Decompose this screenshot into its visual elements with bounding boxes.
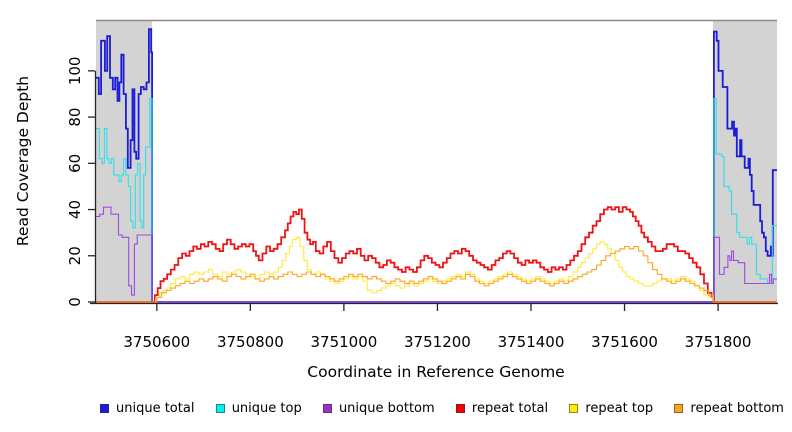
legend-label: repeat bottom — [690, 400, 784, 416]
series-unique-total — [96, 28, 777, 303]
y-tick-label: 60 — [66, 154, 84, 173]
x-tick-label: 3750600 — [123, 333, 190, 351]
y-tick-label: 40 — [66, 200, 84, 219]
legend-swatch-unique-total — [100, 403, 109, 413]
y-tick-label: 0 — [66, 297, 84, 307]
legend-swatch-repeat-total — [455, 403, 465, 413]
legend-item-repeat-total: repeat total — [455, 400, 549, 416]
legend-item-repeat-bottom: repeat bottom — [674, 401, 784, 416]
y-tick-label: 20 — [66, 246, 84, 265]
series-repeat-bottom — [96, 245, 777, 303]
legend-item-repeat-top: repeat top — [569, 401, 653, 416]
y-tick-label: 100 — [66, 57, 84, 86]
x-tick-label: 3751600 — [591, 333, 658, 351]
x-tick-label: 3750800 — [217, 333, 284, 351]
x-tick-label: 3751400 — [498, 333, 565, 351]
series-repeat-total — [96, 206, 777, 303]
series-lines — [96, 28, 777, 303]
legend-label: repeat total — [471, 400, 549, 416]
x-axis-title: Coordinate in Reference Genome — [307, 363, 564, 381]
legend-item-unique-top: unique top — [215, 400, 302, 416]
legend-label: unique top — [231, 400, 302, 416]
axes: 3750600 3750800 3751000 3751200 3751400 37516… — [66, 57, 778, 351]
series-unique-top — [96, 98, 777, 303]
y-tick-label: 80 — [66, 108, 84, 127]
y-axis-title: Read Coverage Depth — [14, 76, 32, 246]
legend-label: unique total — [116, 400, 195, 416]
legend-item-unique-total: unique total — [100, 401, 194, 416]
x-tick-label: 3751200 — [404, 333, 471, 351]
legend-swatch-unique-top — [215, 403, 225, 413]
legend: unique total unique top unique bottom repea… — [100, 397, 784, 419]
x-tick-label: 3751800 — [685, 333, 752, 351]
x-tick-label: 3751000 — [310, 333, 377, 351]
legend-label: unique bottom — [338, 400, 435, 416]
legend-swatch-repeat-bottom — [674, 403, 684, 413]
series-unique-bottom — [96, 206, 777, 303]
legend-label: repeat top — [585, 400, 654, 416]
legend-item-unique-bottom: unique bottom — [322, 400, 435, 416]
plot-svg: 3750600 3750800 3751000 3751200 3751400 37516… — [14, 19, 778, 381]
legend-swatch-repeat-top — [569, 403, 579, 413]
legend-swatch-unique-bottom — [322, 403, 332, 413]
shaded-regions — [96, 20, 777, 303]
